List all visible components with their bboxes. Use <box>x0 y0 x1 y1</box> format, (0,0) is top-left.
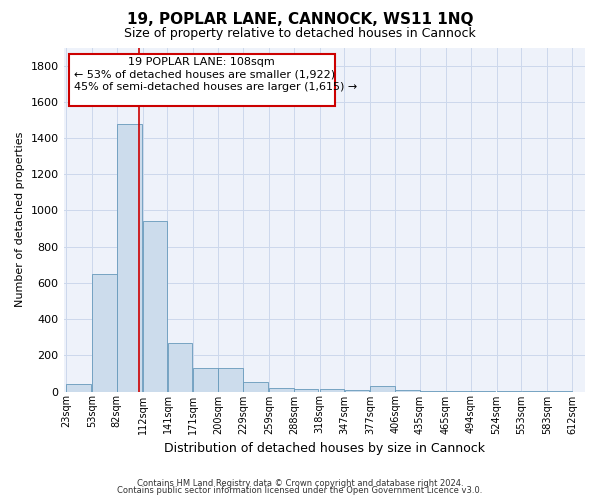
Bar <box>117 124 142 392</box>
X-axis label: Distribution of detached houses by size in Cannock: Distribution of detached houses by size … <box>164 442 485 455</box>
FancyBboxPatch shape <box>68 54 335 106</box>
Bar <box>370 386 395 392</box>
Bar <box>168 342 192 392</box>
Bar <box>446 390 470 392</box>
Text: Size of property relative to detached houses in Cannock: Size of property relative to detached ho… <box>124 28 476 40</box>
Bar <box>521 390 546 392</box>
Text: ← 53% of detached houses are smaller (1,922): ← 53% of detached houses are smaller (1,… <box>74 70 335 80</box>
Bar <box>218 368 243 392</box>
Text: Contains HM Land Registry data © Crown copyright and database right 2024.: Contains HM Land Registry data © Crown c… <box>137 478 463 488</box>
Text: Contains public sector information licensed under the Open Government Licence v3: Contains public sector information licen… <box>118 486 482 495</box>
Bar <box>420 390 445 392</box>
Text: 19, POPLAR LANE, CANNOCK, WS11 1NQ: 19, POPLAR LANE, CANNOCK, WS11 1NQ <box>127 12 473 28</box>
Bar <box>193 368 218 392</box>
Bar <box>320 390 344 392</box>
Bar <box>497 390 521 392</box>
Bar <box>269 388 293 392</box>
Bar <box>547 390 572 392</box>
Bar <box>471 390 496 392</box>
Bar <box>244 382 268 392</box>
Bar <box>67 384 91 392</box>
Y-axis label: Number of detached properties: Number of detached properties <box>15 132 25 307</box>
Bar <box>143 222 167 392</box>
Bar <box>344 390 369 392</box>
Bar <box>395 390 420 392</box>
Bar <box>294 389 319 392</box>
Text: 45% of semi-detached houses are larger (1,615) →: 45% of semi-detached houses are larger (… <box>74 82 357 92</box>
Bar <box>92 274 116 392</box>
Text: 19 POPLAR LANE: 108sqm: 19 POPLAR LANE: 108sqm <box>128 57 275 67</box>
